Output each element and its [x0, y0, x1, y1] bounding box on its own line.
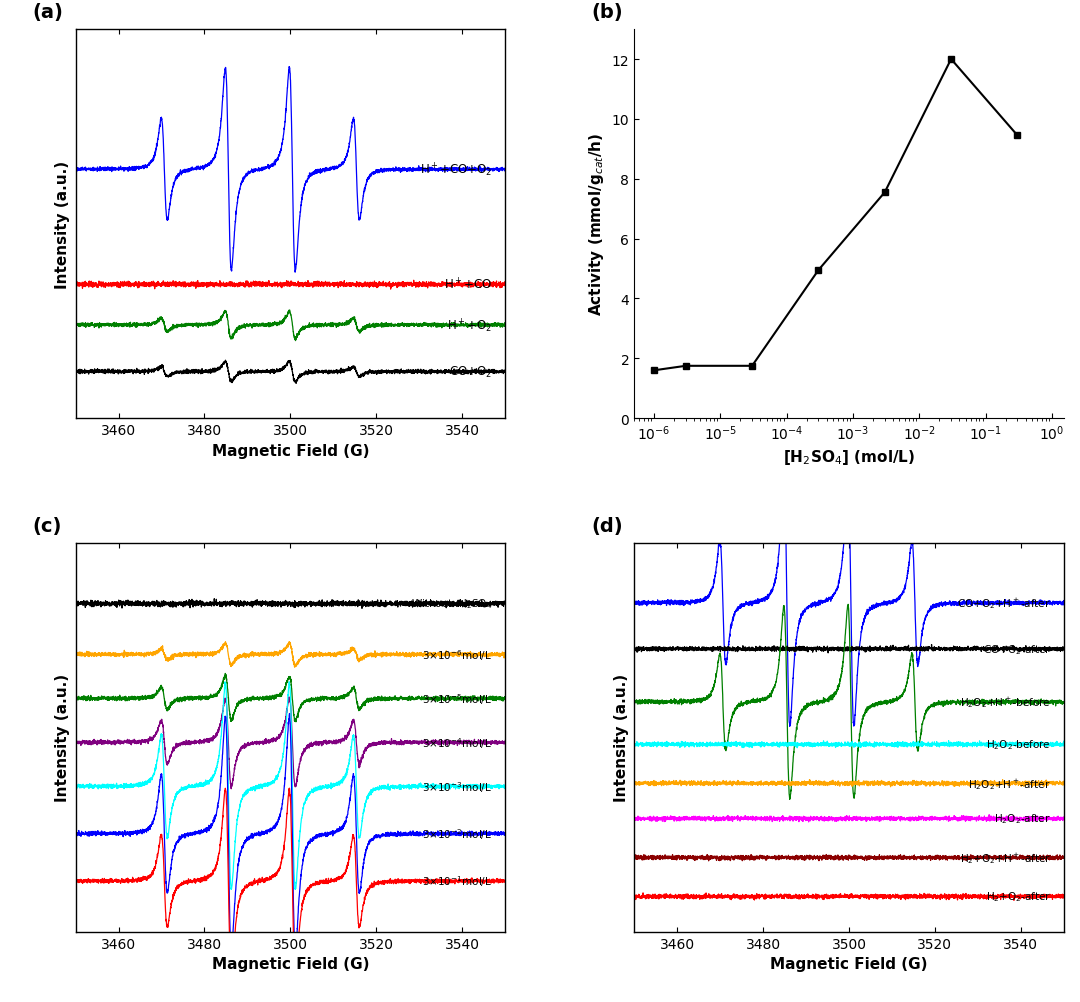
- Y-axis label: Activity (mmol/g$_{cat}$/h): Activity (mmol/g$_{cat}$/h): [588, 133, 606, 316]
- Text: 3×10$^{-4}$mol/L: 3×10$^{-4}$mol/L: [422, 735, 492, 749]
- Y-axis label: Intensity (a.u.): Intensity (a.u.): [55, 673, 70, 802]
- Text: H$^+$+CO: H$^+$+CO: [444, 278, 492, 293]
- Text: H$_2$O$_2$-before: H$_2$O$_2$-before: [986, 737, 1051, 752]
- Text: 3×10$^{-1}$mol/L: 3×10$^{-1}$mol/L: [422, 874, 492, 889]
- X-axis label: Magnetic Field (G): Magnetic Field (G): [212, 443, 369, 458]
- X-axis label: Magnetic Field (G): Magnetic Field (G): [212, 956, 369, 971]
- Y-axis label: Intensity (a.u.): Intensity (a.u.): [613, 673, 629, 802]
- Text: (b): (b): [591, 3, 623, 22]
- X-axis label: Magnetic Field (G): Magnetic Field (G): [770, 956, 928, 971]
- Text: (d): (d): [591, 516, 623, 535]
- Text: 3×10$^{-2}$mol/L: 3×10$^{-2}$mol/L: [422, 827, 492, 842]
- Text: 3×10$^{-6}$mol/L: 3×10$^{-6}$mol/L: [422, 647, 492, 662]
- Text: H$_2$O$_2$-after: H$_2$O$_2$-after: [995, 812, 1051, 826]
- Text: (a): (a): [32, 3, 64, 22]
- Text: (c): (c): [32, 516, 62, 535]
- Text: 3×10$^{-5}$mol/L: 3×10$^{-5}$mol/L: [422, 691, 492, 706]
- X-axis label: [H$_2$SO$_4$] (mol/L): [H$_2$SO$_4$] (mol/L): [783, 448, 915, 467]
- Text: CO+O$_2$: CO+O$_2$: [449, 365, 492, 380]
- Text: H$^+$+O$_2$: H$^+$+O$_2$: [447, 317, 492, 335]
- Text: 3×10$^{-3}$mol/L: 3×10$^{-3}$mol/L: [422, 780, 492, 794]
- Text: H$_2$+O$_2$+H$^+$-after: H$_2$+O$_2$+H$^+$-after: [960, 851, 1051, 865]
- Y-axis label: Intensity (a.u.): Intensity (a.u.): [55, 160, 70, 289]
- Text: H$_2$O$_2$+H$^+$-before: H$_2$O$_2$+H$^+$-before: [960, 694, 1051, 709]
- Text: CO+O$_2$+H$^+$-after: CO+O$_2$+H$^+$-after: [957, 596, 1051, 610]
- Text: H$_2$+O$_2$-after: H$_2$+O$_2$-after: [986, 890, 1051, 904]
- Text: H$^+$+CO+O$_2$: H$^+$+CO+O$_2$: [420, 161, 492, 178]
- Text: H$_2$O$_2$+H$^+$-after: H$_2$O$_2$+H$^+$-after: [969, 776, 1051, 791]
- Text: Without  H$_2$SO$_4$: Without H$_2$SO$_4$: [411, 597, 492, 611]
- Text: CO+O$_2$-after: CO+O$_2$-after: [983, 642, 1051, 656]
